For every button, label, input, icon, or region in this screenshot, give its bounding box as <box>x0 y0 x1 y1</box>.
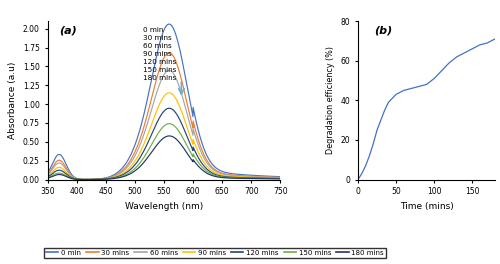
Text: (b): (b) <box>374 26 392 36</box>
Text: (a): (a) <box>59 26 77 36</box>
Legend: 0 min, 30 mins, 60 mins, 90 mins, 120 mins, 150 mins, 180 mins: 0 min, 30 mins, 60 mins, 90 mins, 120 mi… <box>44 248 386 258</box>
Y-axis label: Absorbance (a.u): Absorbance (a.u) <box>8 62 18 139</box>
X-axis label: Time (mins): Time (mins) <box>400 202 454 211</box>
X-axis label: Wavelength (nm): Wavelength (nm) <box>125 202 203 211</box>
Y-axis label: Degradation efficiency (%): Degradation efficiency (%) <box>326 46 335 154</box>
Text: 0 min
30 mins
60 mins
90 mins
120 mins
150 mins
180 mins: 0 min 30 mins 60 mins 90 mins 120 mins 1… <box>143 27 176 82</box>
